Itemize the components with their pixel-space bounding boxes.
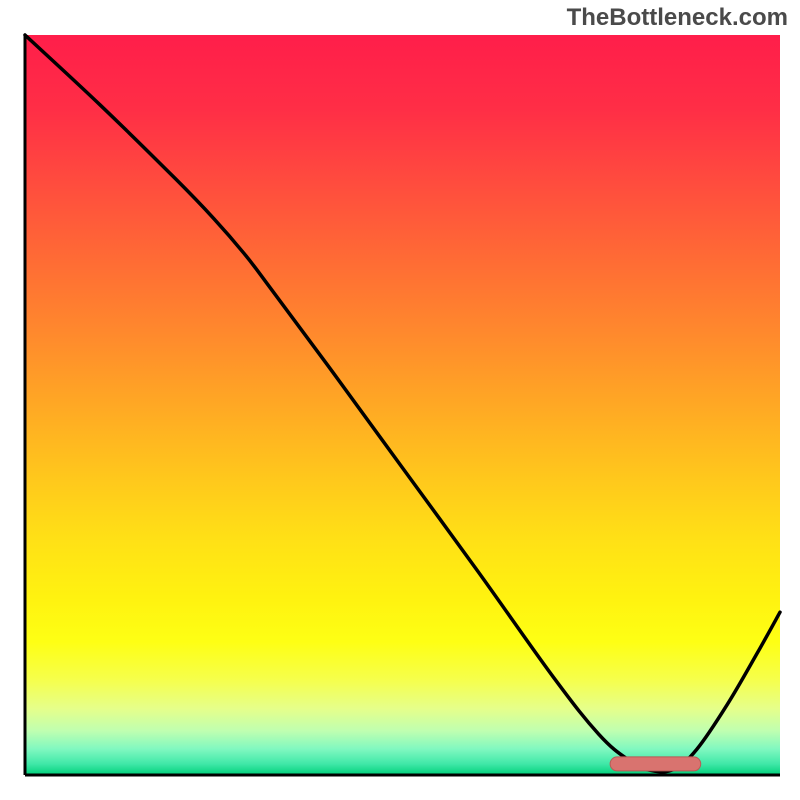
optimal-range-marker	[610, 757, 701, 771]
chart-background	[25, 35, 780, 775]
chart-container: TheBottleneck.com	[0, 0, 800, 800]
bottleneck-chart	[0, 0, 800, 800]
watermark-text: TheBottleneck.com	[567, 4, 788, 32]
